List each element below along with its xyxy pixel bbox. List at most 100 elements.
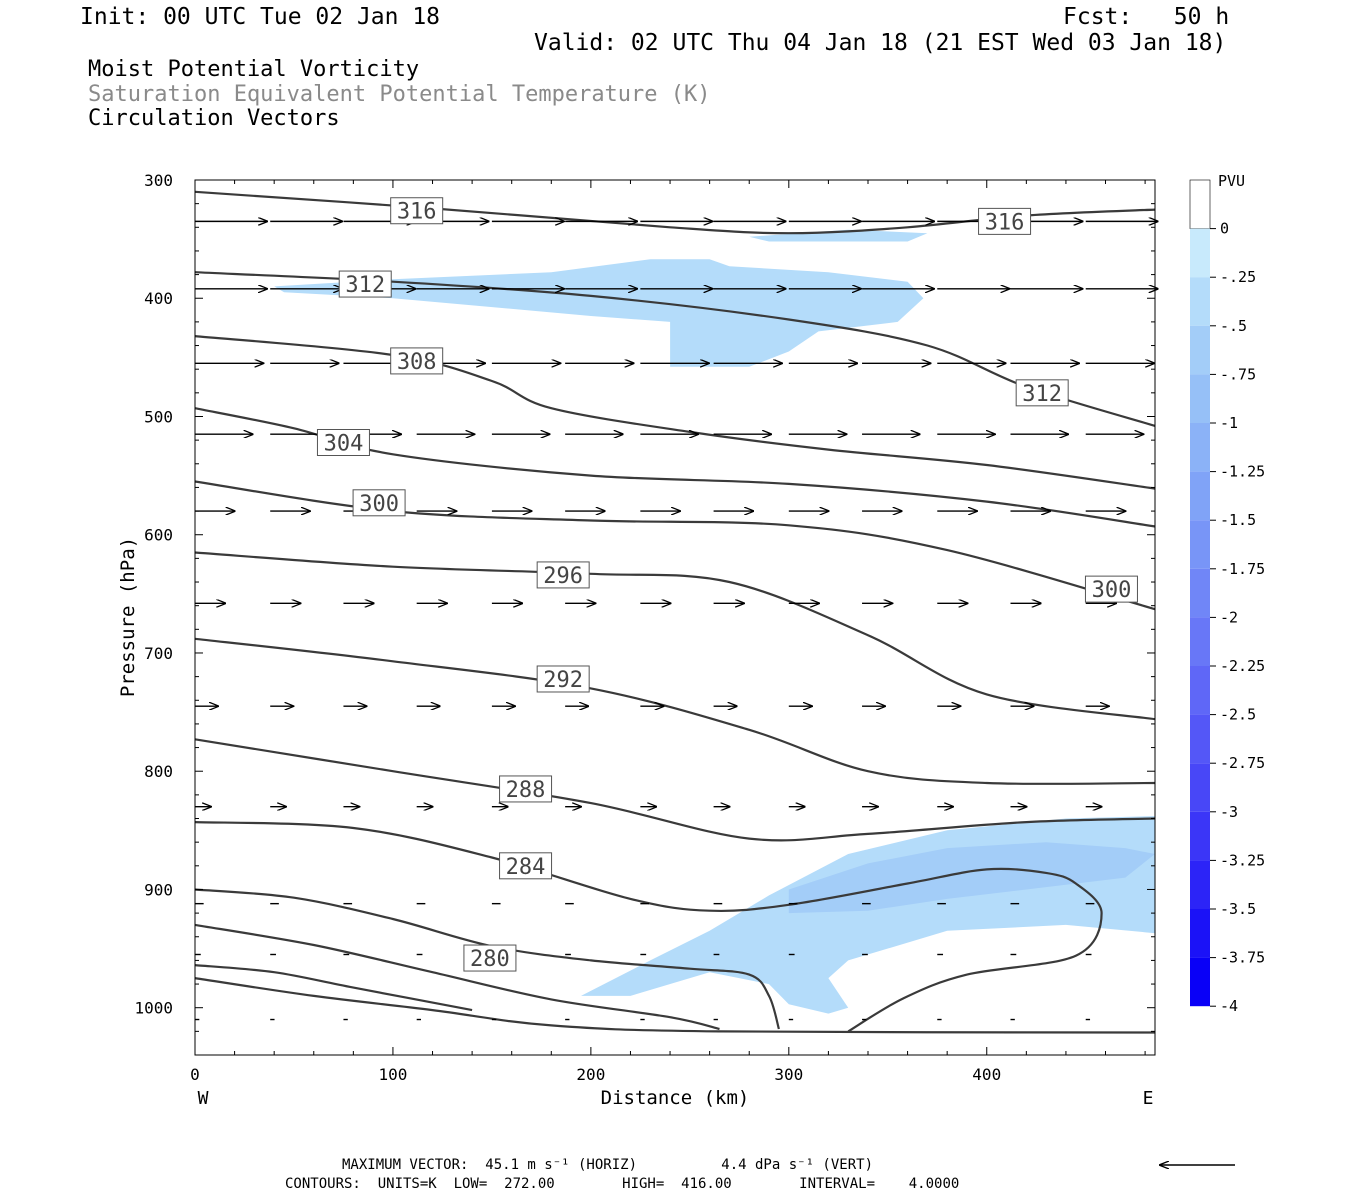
x-tick-label: 300 xyxy=(774,1065,803,1084)
x-east-label: E xyxy=(1143,1088,1154,1109)
y-tick-label: 1000 xyxy=(134,999,173,1018)
x-tick-label: 400 xyxy=(972,1065,1001,1084)
colorbar-swatch xyxy=(1190,520,1210,569)
contour-label-box xyxy=(499,775,553,803)
contour-label-box xyxy=(352,489,406,517)
colorbar-label: -2.5 xyxy=(1220,706,1256,724)
x-tick-label: 200 xyxy=(576,1065,605,1084)
contour-label: 316 xyxy=(397,200,437,225)
contour-label: 284 xyxy=(506,855,546,880)
colorbar-label: -.25 xyxy=(1220,268,1256,286)
colorbar-swatch xyxy=(1189,179,1211,229)
contour-label: 300 xyxy=(359,492,399,517)
colorbar-swatch xyxy=(1190,811,1210,861)
colorbar-label: -1 xyxy=(1220,414,1238,432)
contour-label-box xyxy=(316,429,370,456)
colorbar-swatch xyxy=(1190,763,1210,812)
circulation-vectors xyxy=(195,221,1158,1021)
contour-info-note: CONTOURS: UNITS=K LOW= 272.00 HIGH= 416.… xyxy=(285,1176,960,1192)
colorbar-swatch xyxy=(1190,617,1210,666)
pv-region xyxy=(788,842,1155,914)
max-vector-note: MAXIMUM VECTOR: 45.1 m s⁻¹ (HORIZ) 4.4 d… xyxy=(342,1157,874,1173)
colorbar-swatch xyxy=(1190,423,1210,472)
colorbar-swatch xyxy=(1190,666,1210,715)
colorbar-swatch xyxy=(1190,374,1210,423)
pv-region xyxy=(274,259,924,367)
theta-e-contour xyxy=(194,977,1156,1034)
y-tick-label: 600 xyxy=(144,526,173,545)
y-tick-label: 900 xyxy=(144,880,173,899)
field-title-thetae: Saturation Equivalent Potential Temperat… xyxy=(88,82,711,107)
field-title-mpv: Moist Potential Vorticity xyxy=(88,57,420,82)
colorbar-swatch xyxy=(1190,325,1210,375)
contour-label-box xyxy=(1084,575,1138,603)
colorbar-swatch xyxy=(1190,568,1210,618)
contour-label: 300 xyxy=(1092,578,1132,603)
contour-label: 316 xyxy=(985,210,1025,235)
theta-e-contour xyxy=(194,480,1156,611)
colorbar-swatch xyxy=(1190,957,1210,1007)
contour-label-box xyxy=(1015,379,1069,407)
colorbar-label: -2.25 xyxy=(1220,657,1265,675)
y-tick-label: 400 xyxy=(144,289,173,308)
colorbar-label: -1.25 xyxy=(1220,463,1265,481)
contour-label: 312 xyxy=(345,273,385,298)
colorbar-swatch xyxy=(1190,277,1210,326)
theta-e-contour xyxy=(194,407,1156,528)
x-axis-title: Distance (km) xyxy=(601,1087,750,1109)
y-tick-label: 700 xyxy=(144,644,173,663)
axes: 300 400 500 600 700 800 900 1000 0 100 200 300 400 W E… xyxy=(117,171,1155,1109)
contour-label: 292 xyxy=(543,668,583,693)
y-tick-label: 300 xyxy=(144,171,173,190)
colorbar: PVU 0 -.25 -.5 -.75 -1 -1.25 -1.5 -1.75 -2 -2.25 -2… xyxy=(1189,172,1265,1015)
valid-time: Valid: 02 UTC Thu 04 Jan 18 (21 EST Wed … xyxy=(534,30,1227,56)
theta-e-contour xyxy=(194,888,780,1030)
colorbar-label: -1.75 xyxy=(1220,560,1265,578)
colorbar-swatch xyxy=(1190,860,1210,909)
x-tick-label: 0 xyxy=(190,1065,200,1084)
colorbar-swatch xyxy=(1190,471,1210,521)
theta-e-contour xyxy=(194,821,1103,1033)
init-time: Init: 00 UTC Tue 02 Jan 18 xyxy=(80,4,441,30)
pv-region xyxy=(749,229,928,242)
plot-frame xyxy=(194,179,1156,1056)
contour-label-box xyxy=(536,665,590,693)
theta-e-contour xyxy=(194,738,1156,842)
theta-e-contour xyxy=(194,923,720,1031)
colorbar-swatch xyxy=(1190,714,1210,764)
colorbar-label: -3.75 xyxy=(1220,949,1265,967)
y-tick-label: 800 xyxy=(144,762,173,781)
theta-e-contour xyxy=(194,964,473,1012)
colorbar-label: -3.25 xyxy=(1220,851,1265,869)
colorbar-label: 0 xyxy=(1220,220,1229,238)
pv-shading xyxy=(274,229,1155,1014)
contour-label-box xyxy=(390,347,444,375)
contour-label: 308 xyxy=(397,350,437,375)
contour-label-box xyxy=(390,197,444,225)
x-west-label: W xyxy=(198,1088,209,1109)
contour-label: 296 xyxy=(543,564,583,589)
contour-label: 304 xyxy=(324,432,364,457)
colorbar-swatch xyxy=(1190,909,1210,958)
contour-label: 288 xyxy=(506,778,546,803)
contour-label-box xyxy=(978,207,1032,235)
y-tick-label: 500 xyxy=(144,407,173,426)
colorbar-label: -3 xyxy=(1220,803,1238,821)
colorbar-label: -3.5 xyxy=(1220,900,1256,918)
x-tick-label: 100 xyxy=(378,1065,407,1084)
contour-labels: 316 316 312 312 308 304 300 300 296 292 288 284 280 xyxy=(316,197,1138,972)
colorbar-label: -2 xyxy=(1220,608,1238,626)
contour-label-box xyxy=(536,561,590,589)
contour-label: 312 xyxy=(1022,382,1062,407)
colorbar-label: -.75 xyxy=(1220,365,1256,383)
field-title-vectors: Circulation Vectors xyxy=(88,106,340,131)
colorbar-label: -2.75 xyxy=(1220,754,1265,772)
contour-label-box xyxy=(463,944,517,972)
theta-e-contour xyxy=(194,551,1156,721)
colorbar-label: -4 xyxy=(1220,997,1238,1015)
theta-e-contour xyxy=(194,637,1156,785)
colorbar-title: PVU xyxy=(1218,172,1245,190)
forecast-hour: Fcst: 50 h xyxy=(1063,4,1230,30)
colorbar-label: -.5 xyxy=(1220,317,1247,335)
